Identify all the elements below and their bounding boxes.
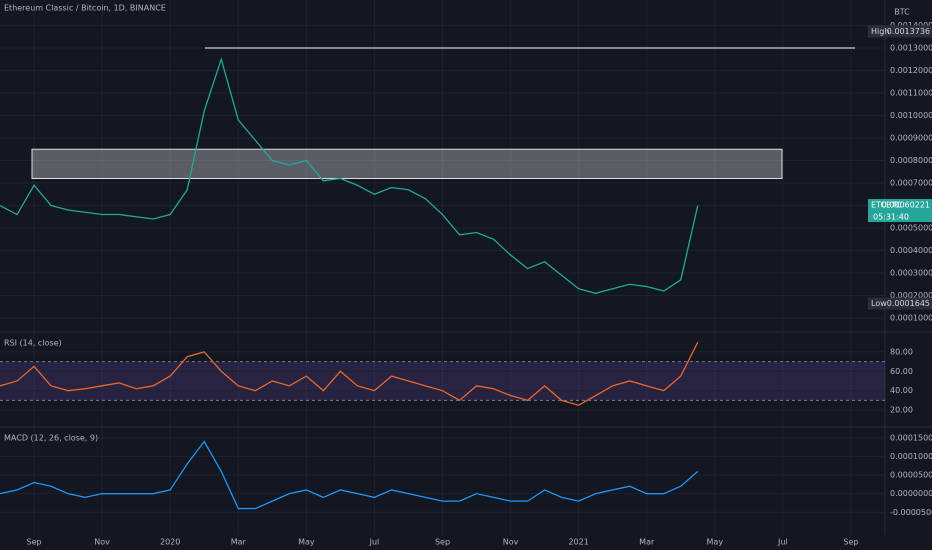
last-tag-name: ETCBTC <box>871 201 902 210</box>
x-tick-label: Jul <box>369 538 380 547</box>
high-tag-bg <box>868 25 932 38</box>
low-tag-value: 0.0001645 <box>887 299 930 308</box>
y-tick-label: 0.0010000 <box>890 111 932 120</box>
rsi-band <box>0 361 885 401</box>
y-tick-label: 0.0007000 <box>890 179 932 188</box>
series-line <box>0 440 699 510</box>
x-tick-label: May <box>707 538 724 547</box>
y-tick-label: 80.00 <box>890 347 913 356</box>
y-tick-label: 40.00 <box>890 386 913 395</box>
y-tick-label: 0.0012000 <box>890 66 932 75</box>
countdown: 05:31:40 <box>873 213 909 222</box>
y-tick-label: 0.0011000 <box>890 88 932 97</box>
series-line <box>0 341 699 406</box>
x-tick-label: 2020 <box>160 538 180 547</box>
y-tick-label: 0.0000500 <box>890 471 932 480</box>
x-tick-label: Sep <box>435 538 450 547</box>
zone-box <box>31 148 783 180</box>
countdown-bg <box>868 211 932 223</box>
x-tick-label: Nov <box>503 538 519 547</box>
y-tick-label: 20.00 <box>890 406 913 415</box>
pane-title: MACD (12, 26, close, 9) <box>4 434 98 443</box>
low-tag-name: Low <box>871 299 887 308</box>
last-tag-bg <box>868 199 932 212</box>
y-tick-label: 0.0001000 <box>890 314 932 323</box>
pane-title: Ethereum Classic / Bitcoin, 1D, BINANCE <box>4 4 166 13</box>
x-tick-label: Sep <box>843 538 858 547</box>
y-tick-label: 0.0005000 <box>890 224 932 233</box>
y-tick-label: 0.0004000 <box>890 246 932 255</box>
x-tick-label: Jul <box>777 538 788 547</box>
y-tick-label: 0.0009000 <box>890 133 932 142</box>
y-tick-label: 0.0001000 <box>890 452 932 461</box>
y-tick-label: 0.0013000 <box>890 43 932 52</box>
y-tick-label: 0.0000000 <box>890 489 932 498</box>
low-tag-bg <box>868 297 932 310</box>
x-tick-label: Sep <box>26 538 41 547</box>
y-tick-label: 60.00 <box>890 367 913 376</box>
y-tick-label: -0.0000500 <box>890 508 932 517</box>
x-tick-label: Nov <box>94 538 110 547</box>
high-tag-name: High <box>871 27 889 36</box>
y-tick-label: 0.0008000 <box>890 156 932 165</box>
y-tick-label: 0.0001500 <box>890 433 932 442</box>
high-tag-value: 0.0013736 <box>887 27 930 36</box>
y-tick-label: 0.0003000 <box>890 269 932 278</box>
x-tick-label: Mar <box>231 538 247 547</box>
last-tag-value: 0.00060221 <box>882 201 930 210</box>
pane-title: RSI (14, close) <box>4 339 62 348</box>
x-tick-label: Mar <box>639 538 655 547</box>
x-tick-label: May <box>298 538 315 547</box>
unit-label: BTC <box>894 8 910 17</box>
series-line <box>0 56 699 294</box>
x-tick-label: 2021 <box>568 538 588 547</box>
y-tick-label: 0.0002000 <box>890 291 932 300</box>
